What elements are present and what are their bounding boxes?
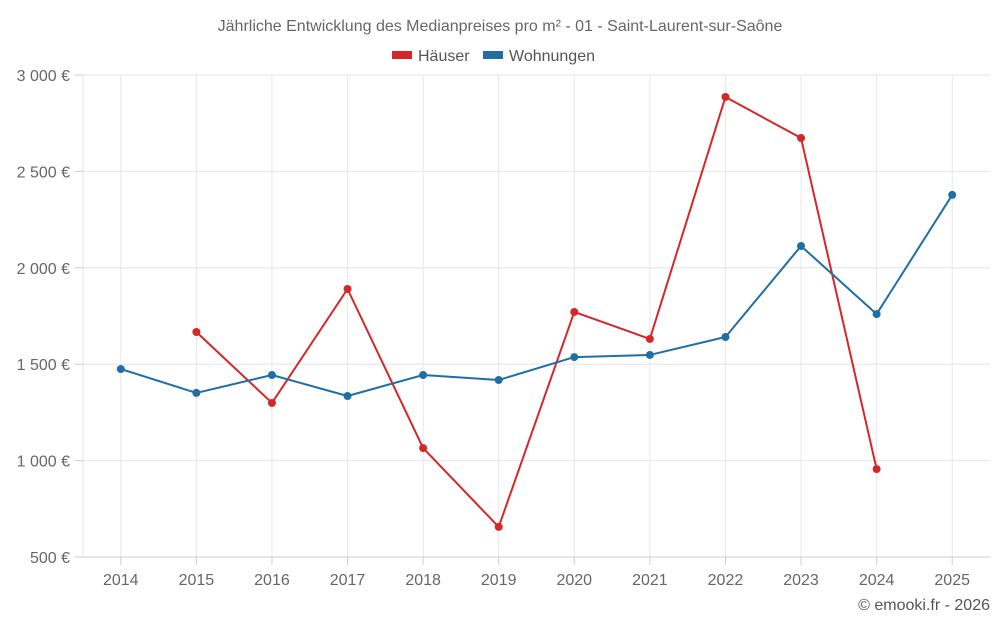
data-point-wohnungen[interactable]: Wohnungen 2024: 1760 € xyxy=(872,310,881,319)
data-point-wohnungen[interactable]: Wohnungen 2023: 2113 € xyxy=(797,242,806,251)
y-tick-label: 2 500 € xyxy=(17,164,70,181)
legend-swatch-haeuser xyxy=(392,51,412,59)
y-axis: 500 € 1 000 € 1 500 € 2 000 € 2 500 € 3 000 € xyxy=(17,68,83,567)
data-point-wohnungen[interactable]: Wohnungen 2015: 1351 € xyxy=(192,388,201,397)
data-point-wohnungen[interactable]: Wohnungen 2020: 1537 € xyxy=(570,353,579,362)
data-point-haeuser[interactable]: Häuser 2020: 1771 € xyxy=(570,307,579,316)
x-tick-label: 2020 xyxy=(556,572,592,589)
x-tick-label: 2015 xyxy=(179,572,215,589)
data-point-wohnungen[interactable]: Wohnungen 2014: 1475 € xyxy=(116,365,125,374)
x-tick-label: 2018 xyxy=(405,572,441,589)
legend-item-haeuser[interactable]: Häuser xyxy=(392,48,470,65)
legend-label-haeuser: Häuser xyxy=(418,48,470,65)
data-point-wohnungen[interactable]: Wohnungen 2021: 1548 € xyxy=(645,350,654,359)
data-point-haeuser[interactable]: Häuser 2017: 1890 € xyxy=(343,285,352,294)
data-point-haeuser[interactable]: Häuser 2023: 2673 € xyxy=(797,134,806,143)
series-line-wohnungen xyxy=(120,194,954,398)
x-tick-label: 2014 xyxy=(103,572,139,589)
x-tick-label: 2017 xyxy=(330,572,366,589)
x-tick-label: 2021 xyxy=(632,572,668,589)
y-tick-label: 2 000 € xyxy=(17,261,70,278)
data-point-wohnungen[interactable]: Wohnungen 2018: 1444 € xyxy=(419,370,428,379)
legend-label-wohnungen: Wohnungen xyxy=(509,48,595,65)
legend: Häuser Wohnungen xyxy=(392,48,595,65)
series-wohnungen: Wohnungen 2014: 1475 € Wohnungen 2015: 13… xyxy=(116,190,957,401)
data-point-haeuser[interactable]: Häuser 2015: 1667 € xyxy=(192,328,201,337)
data-point-haeuser[interactable]: Häuser 2019: 656 € xyxy=(494,522,503,531)
legend-item-wohnungen[interactable]: Wohnungen xyxy=(483,48,595,65)
series-haeuser: Häuser 2015: 1667 € Häuser 2016: 1299 € Hä… xyxy=(192,92,881,531)
data-point-wohnungen[interactable]: Wohnungen 2016: 1444 € xyxy=(267,370,276,379)
data-point-wohnungen[interactable]: Wohnungen 2017: 1335 € xyxy=(343,392,352,401)
series: Häuser 2015: 1667 € Häuser 2016: 1299 € Hä… xyxy=(116,92,957,531)
x-tick-label: 2019 xyxy=(481,572,517,589)
x-tick-label: 2025 xyxy=(934,572,970,589)
legend-swatch-wohnungen xyxy=(483,51,503,59)
data-point-wohnungen[interactable]: Wohnungen 2019: 1418 € xyxy=(494,376,503,385)
y-tick-label: 1 000 € xyxy=(17,454,70,471)
data-point-haeuser[interactable]: Häuser 2018: 1065 € xyxy=(419,444,428,453)
grid xyxy=(82,74,990,558)
y-tick-label: 500 € xyxy=(30,550,70,567)
x-tick-label: 2016 xyxy=(254,572,290,589)
x-tick-label: 2024 xyxy=(859,572,895,589)
y-tick-label: 3 000 € xyxy=(17,68,70,85)
data-point-wohnungen[interactable]: Wohnungen 2025: 2378 € xyxy=(948,190,957,199)
x-tick-label: 2022 xyxy=(708,572,744,589)
copyright-credit: © emooki.fr - 2026 xyxy=(858,597,990,614)
data-point-wohnungen[interactable]: Wohnungen 2022: 1641 € xyxy=(721,333,730,342)
x-tick-label: 2023 xyxy=(783,572,819,589)
data-point-haeuser[interactable]: Häuser 2021: 1631 € xyxy=(645,334,654,343)
data-point-haeuser[interactable]: Häuser 2024: 956 € xyxy=(872,465,881,474)
x-axis: 2014 2015 2016 2017 2018 2019 2020 2021 2022 2023… xyxy=(83,556,990,589)
y-tick-label: 1 500 € xyxy=(17,357,70,374)
data-point-haeuser[interactable]: Häuser 2022: 2886 € xyxy=(721,92,730,101)
series-line-haeuser xyxy=(195,95,878,528)
chart-title: Jährliche Entwicklung des Medianpreises … xyxy=(218,18,783,35)
data-point-haeuser[interactable]: Häuser 2016: 1299 € xyxy=(267,398,276,407)
